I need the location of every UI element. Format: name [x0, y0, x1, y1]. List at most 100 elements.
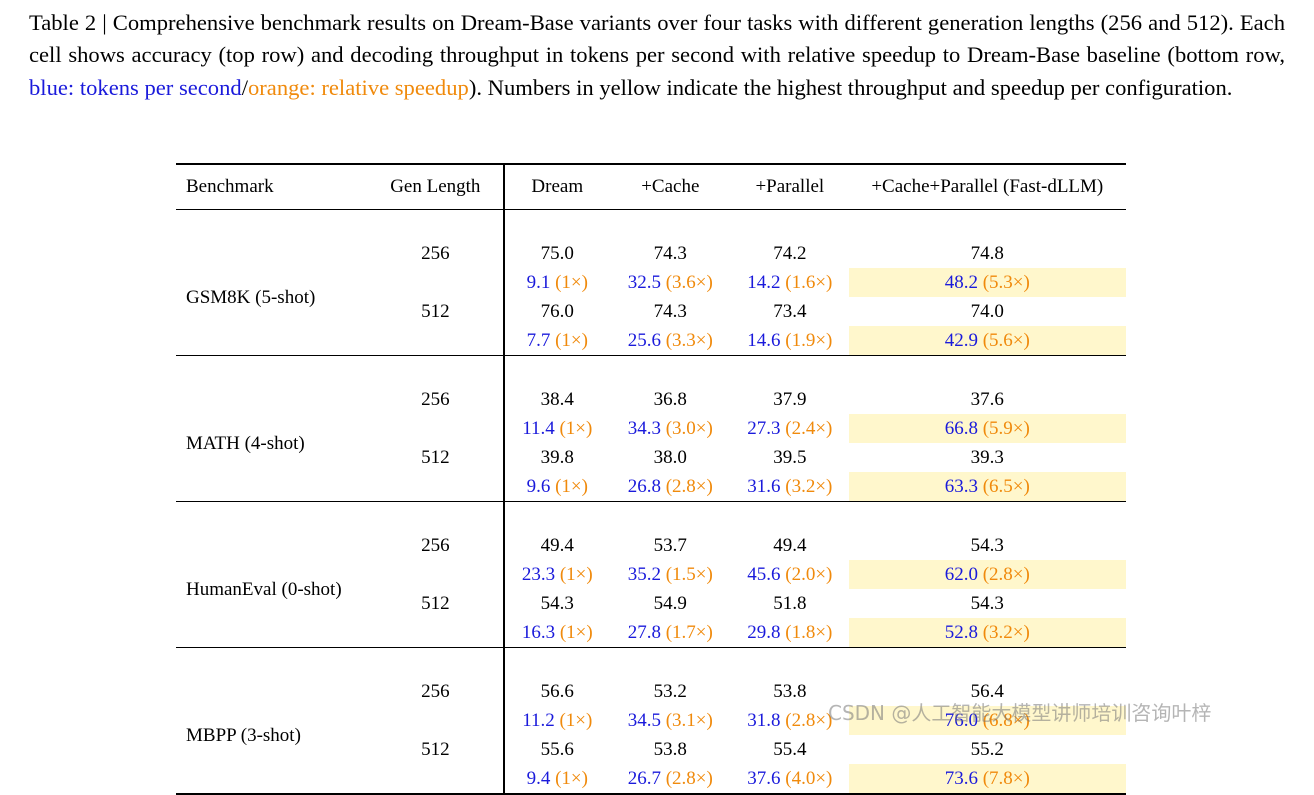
tokens-per-second: 11.2: [522, 710, 555, 731]
tokens-per-second: 16.3: [521, 622, 556, 643]
spacer-cell: [503, 209, 610, 239]
spacer-cell: [368, 356, 504, 386]
throughput-cell: 16.3 (1×): [503, 618, 610, 648]
throughput-cell: 32.5 (3.6×): [610, 268, 732, 297]
tokens-per-second: 34.5: [627, 710, 661, 731]
throughput-cell: 29.8 (1.8×): [731, 618, 849, 648]
header-cache: +Cache: [641, 176, 700, 197]
tokens-per-second: 73.6: [944, 768, 978, 789]
caption-text-end: ). Numbers in yellow indicate the highes…: [468, 74, 1233, 100]
accuracy-cell: 54.3: [970, 593, 1004, 614]
accuracy-cell: 74.2: [773, 243, 807, 264]
throughput-cell: 7.7 (1×): [503, 326, 610, 356]
tokens-per-second: 63.3: [944, 476, 978, 497]
relative-speedup: (3.2×): [785, 476, 833, 497]
throughput-cell: 42.9 (5.6×): [848, 326, 1126, 356]
throughput-cell: 9.6 (1×): [503, 472, 610, 502]
throughput-cell: 23.3 (1×): [503, 560, 610, 589]
accuracy-row: 512 39.8 38.0 39.5 39.3: [176, 443, 1126, 472]
accuracy-cell: 55.4: [773, 739, 807, 760]
throughput-cell: 31.6 (3.2×): [731, 472, 849, 502]
accuracy-cell: 76.0: [503, 297, 610, 326]
empty-cell: [368, 706, 504, 735]
accuracy-cell: 39.3: [970, 447, 1004, 468]
header-benchmark: Benchmark: [186, 176, 274, 197]
accuracy-cell: 74.3: [653, 243, 687, 264]
tokens-per-second: 76.0: [944, 710, 978, 731]
spacer-cell: [849, 502, 1126, 532]
tokens-per-second: 23.3: [521, 564, 556, 585]
tokens-per-second: 32.5: [627, 272, 661, 293]
spacer-cell: [176, 502, 368, 532]
empty-cell: [368, 268, 504, 297]
caption-orange-legend: orange: relative speedup: [247, 74, 469, 100]
header-dream: Dream: [503, 164, 610, 210]
relative-speedup: (2.8×): [665, 768, 713, 789]
accuracy-cell: 53.2: [653, 681, 687, 702]
throughput-cell: 34.5 (3.1×): [610, 706, 732, 735]
tokens-per-second: 42.9: [944, 330, 978, 351]
tokens-per-second: 7.7: [526, 330, 551, 351]
spacer-cell: [610, 210, 732, 240]
accuracy-cell: 55.6: [503, 735, 610, 764]
spacer-cell: [176, 648, 368, 678]
accuracy-cell: 54.9: [653, 593, 687, 614]
spacer-cell: [731, 502, 849, 532]
tokens-per-second: 14.6: [747, 330, 781, 351]
relative-speedup: (1.8×): [785, 622, 833, 643]
tokens-per-second: 9.6: [526, 476, 551, 497]
relative-speedup: (2.0×): [785, 564, 833, 585]
relative-speedup: (2.8×): [665, 476, 713, 497]
throughput-cell: 52.8 (3.2×): [848, 618, 1126, 648]
tokens-per-second: 45.6: [747, 564, 781, 585]
tokens-per-second: 26.7: [627, 768, 661, 789]
benchmark-group: HumanEval (0-shot) 256 49.4 53.7 49.4 54.3 23.…: [176, 501, 1126, 648]
table-caption: Table 2 | Comprehensive benchmark result…: [29, 7, 1285, 104]
spacer-cell: [731, 210, 849, 240]
throughput-cell: 27.3 (2.4×): [731, 414, 849, 443]
group-spacer: [176, 501, 1126, 532]
tokens-per-second: 29.8: [747, 622, 781, 643]
tokens-per-second: 35.2: [627, 564, 661, 585]
gen-length: 512: [421, 593, 450, 614]
empty-cell: [368, 414, 504, 443]
accuracy-cell: 38.4: [503, 385, 610, 414]
relative-speedup: (5.6×): [982, 330, 1030, 351]
accuracy-cell: 49.4: [503, 531, 610, 560]
throughput-cell: 48.2 (5.3×): [848, 268, 1126, 297]
gen-length: 256: [421, 681, 450, 702]
tokens-per-second: 31.6: [747, 476, 781, 497]
gen-length: 512: [421, 739, 450, 760]
relative-speedup: (2.8×): [785, 710, 833, 731]
throughput-cell: 9.1 (1×): [503, 268, 610, 297]
throughput-cell: 63.3 (6.5×): [848, 472, 1126, 502]
relative-speedup: (3.0×): [665, 418, 713, 439]
caption-text: Table 2 | Comprehensive benchmark result…: [29, 10, 1285, 68]
tokens-per-second: 26.8: [627, 476, 661, 497]
benchmark-name: MATH (4-shot): [186, 432, 305, 454]
relative-speedup: (1×): [559, 418, 593, 439]
empty-cell: [368, 560, 504, 589]
relative-speedup: (3.6×): [665, 272, 713, 293]
relative-speedup: (1.9×): [785, 330, 833, 351]
accuracy-row: 512 76.0 74.3 73.4 74.0: [176, 297, 1126, 326]
throughput-cell: 37.6 (4.0×): [731, 764, 849, 794]
spacer-cell: [503, 501, 610, 531]
relative-speedup: (1.7×): [665, 622, 713, 643]
accuracy-cell: 53.8: [653, 739, 687, 760]
relative-speedup: (6.5×): [982, 476, 1030, 497]
spacer-cell: [503, 647, 610, 677]
throughput-row: 7.7 (1×) 25.6 (3.3×) 14.6 (1.9×) 42.9 (5.6×…: [176, 326, 1126, 356]
throughput-cell: 45.6 (2.0×): [731, 560, 849, 589]
spacer-cell: [368, 210, 504, 240]
throughput-cell: 14.6 (1.9×): [731, 326, 849, 356]
empty-cell: [368, 764, 504, 794]
relative-speedup: (1×): [559, 710, 593, 731]
throughput-cell: 34.3 (3.0×): [610, 414, 732, 443]
tokens-per-second: 9.4: [526, 768, 551, 789]
tokens-per-second: 11.4: [522, 418, 555, 439]
accuracy-cell: 74.3: [653, 301, 687, 322]
relative-speedup: (3.3×): [665, 330, 713, 351]
tokens-per-second: 25.6: [627, 330, 661, 351]
relative-speedup: (1×): [555, 476, 588, 497]
